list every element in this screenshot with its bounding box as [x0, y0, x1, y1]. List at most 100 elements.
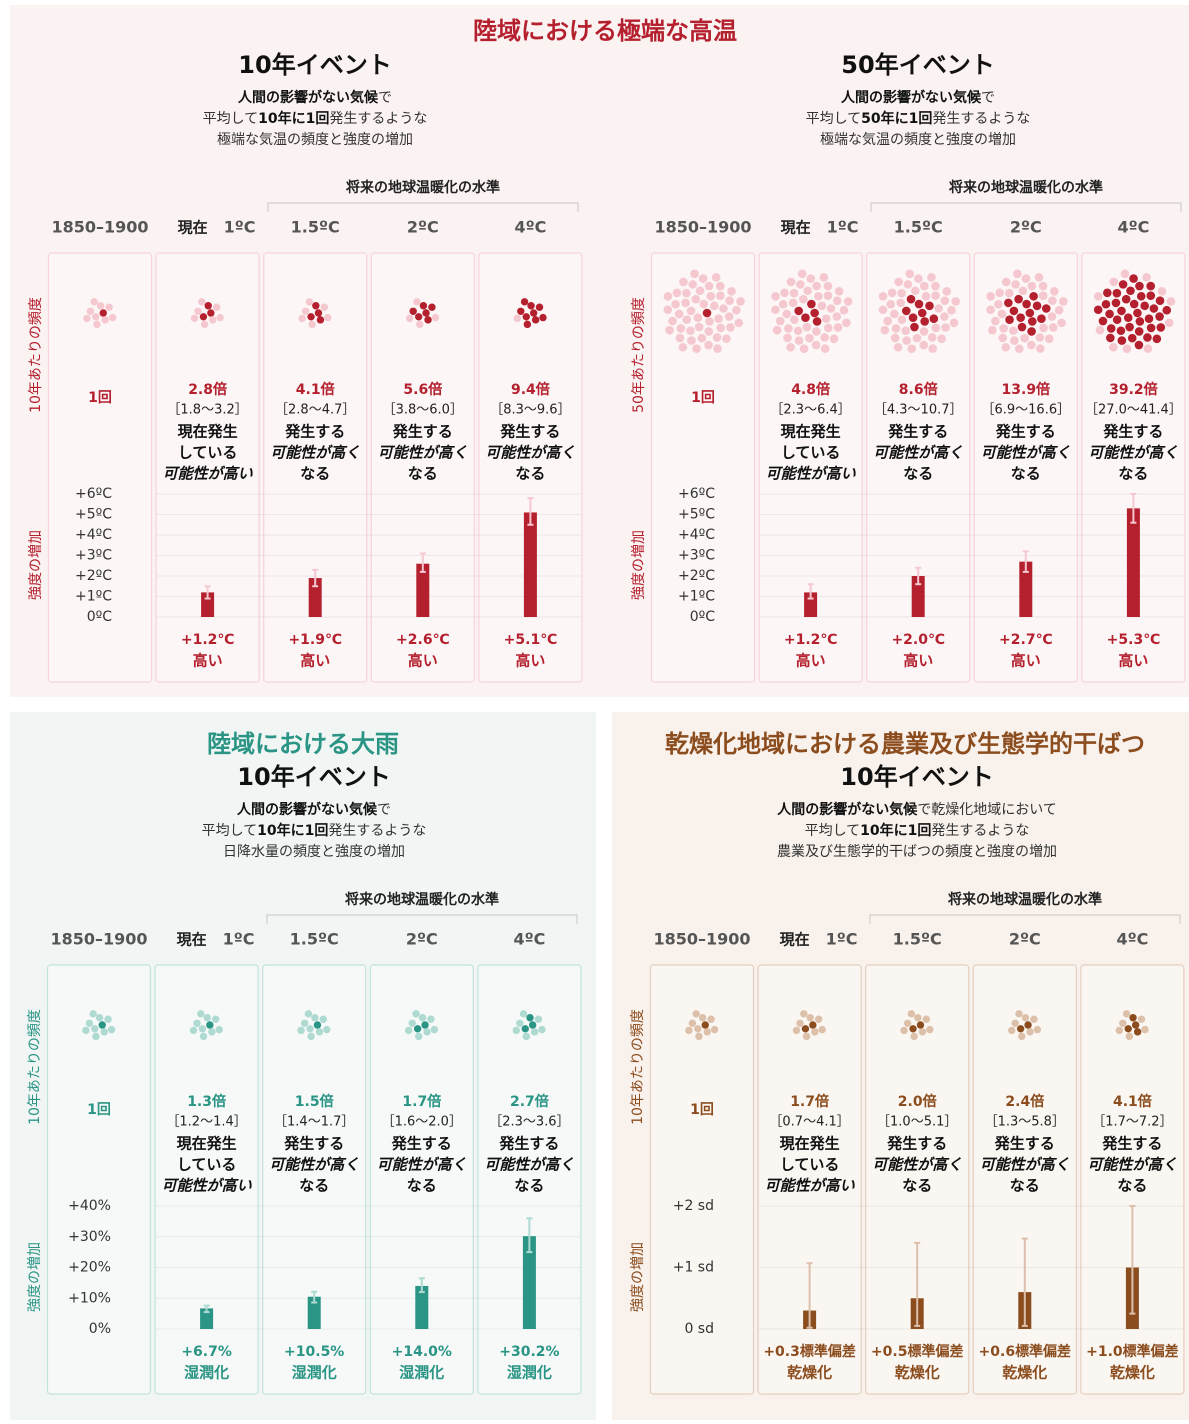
- dot: [941, 323, 950, 332]
- likelihood-line: 発生する: [499, 423, 560, 441]
- level-column: [262, 964, 367, 1395]
- dot: [903, 280, 913, 289]
- y-tick-label: +5ºC: [75, 507, 112, 523]
- dot: [823, 291, 833, 301]
- dot: [1103, 288, 1112, 298]
- dot: [194, 307, 202, 316]
- y-tick-label: +1 sd: [673, 1260, 714, 1276]
- dot: [792, 1026, 801, 1035]
- dot: [668, 316, 677, 326]
- y-tick-label: 0 sd: [684, 1321, 714, 1337]
- dot: [1050, 287, 1059, 296]
- y-tick-label: +2 sd: [673, 1198, 714, 1214]
- dot: [193, 1019, 201, 1028]
- description-segment: 10年に1回: [860, 822, 931, 839]
- future-label: 将来の地球温暖化の水準: [345, 891, 499, 908]
- error-bar: [419, 552, 426, 573]
- dot: [797, 269, 807, 279]
- error-bar: [1022, 550, 1029, 573]
- dot: [1121, 294, 1131, 304]
- description-segment: 平均して: [806, 111, 862, 127]
- level-column: [46, 964, 152, 1395]
- outcome-label: 高い: [515, 652, 545, 670]
- bar: [911, 576, 925, 617]
- dot: [404, 1026, 413, 1035]
- dot: [512, 1026, 520, 1035]
- dot: [707, 1015, 715, 1023]
- dot: [82, 1026, 90, 1035]
- value-label: +0.5標準偏差: [871, 1343, 964, 1360]
- dot: [513, 314, 521, 323]
- dot: [786, 277, 796, 287]
- event-heading: 10年イベント: [237, 763, 390, 791]
- outcome-label: 高い: [193, 652, 223, 670]
- dot: [919, 327, 929, 336]
- dot: [796, 1019, 804, 1028]
- likelihood-line: 可能性が高く: [484, 1156, 574, 1174]
- dot: [530, 1028, 539, 1036]
- dot: [535, 303, 544, 311]
- dot: [1155, 312, 1164, 321]
- dot: [893, 342, 903, 352]
- bar: [200, 1308, 214, 1329]
- dot: [1024, 1021, 1032, 1029]
- description-line: 極端な気温の頻度と強度の増加: [820, 132, 1016, 148]
- frequency-dots: [405, 298, 440, 329]
- dot: [1122, 344, 1132, 353]
- dot: [1146, 323, 1156, 333]
- dot: [1035, 333, 1045, 342]
- frequency-dots: [190, 298, 224, 329]
- dot: [93, 320, 101, 329]
- error-bar: [1129, 1205, 1136, 1315]
- description-line: 農業及び生態学的干ばつの頻度と強度の増加: [777, 844, 1057, 860]
- likelihood-line: 発生する: [283, 1135, 344, 1153]
- dot: [1109, 342, 1118, 352]
- dot: [771, 305, 780, 315]
- dot: [897, 315, 907, 325]
- frequency-dots: [298, 298, 332, 329]
- dot: [1036, 344, 1045, 353]
- dot: [692, 344, 701, 353]
- y-tick-label: +5ºC: [678, 507, 715, 523]
- dot: [833, 323, 843, 332]
- dot: [92, 313, 100, 321]
- dot: [1118, 280, 1128, 289]
- error-bar: [915, 566, 922, 586]
- likelihood-line: 発生する: [994, 1135, 1055, 1153]
- likelihood-line: なる: [1011, 465, 1041, 483]
- dot: [998, 333, 1008, 343]
- future-label: 将来の地球温暖化の水準: [346, 179, 500, 196]
- level-label: 2ºC: [406, 930, 438, 949]
- dot: [775, 316, 785, 326]
- dot: [1017, 322, 1027, 332]
- outcome-label: 高い: [408, 652, 438, 670]
- dot: [694, 1025, 702, 1033]
- dot: [917, 308, 927, 318]
- value-label: +2.6℃: [396, 632, 450, 648]
- y-tick-label: 0ºC: [87, 609, 113, 625]
- dot: [928, 344, 938, 353]
- value-label: +0.6標準偏差: [979, 1343, 1072, 1360]
- axis-title: 10年あたりの頻度: [630, 1009, 646, 1125]
- level-column: [650, 252, 756, 683]
- dot: [890, 309, 899, 319]
- dot: [1133, 1028, 1142, 1036]
- dot: [413, 298, 421, 306]
- frequency-label: 1.7倍: [790, 1093, 829, 1110]
- dot: [704, 340, 713, 350]
- dot: [812, 317, 822, 326]
- description-segment: 発生するような: [328, 823, 426, 839]
- level-label: 1.5ºC: [893, 930, 942, 949]
- likelihood-line: なる: [1117, 1177, 1147, 1195]
- dot: [516, 1019, 524, 1028]
- dot: [815, 1015, 823, 1023]
- dot: [914, 299, 924, 309]
- dot: [209, 316, 217, 324]
- dot: [98, 1021, 106, 1029]
- description-segment: 農業及び生態学的干ばつの頻度と強度の増加: [777, 844, 1057, 860]
- dot: [912, 333, 922, 343]
- likelihood-line: している: [781, 444, 841, 462]
- dot: [916, 1021, 925, 1029]
- dot: [320, 303, 329, 311]
- dot: [203, 1014, 211, 1022]
